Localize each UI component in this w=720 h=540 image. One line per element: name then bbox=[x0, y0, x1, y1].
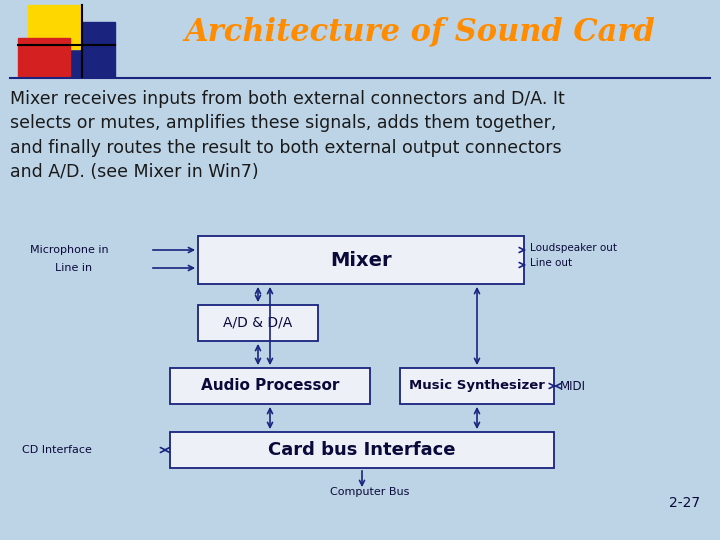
Text: Computer Bus: Computer Bus bbox=[330, 487, 410, 497]
Text: Music Synthesizer: Music Synthesizer bbox=[409, 380, 545, 393]
Text: Line out: Line out bbox=[530, 258, 572, 268]
Text: CD Interface: CD Interface bbox=[22, 445, 92, 455]
Bar bbox=[170, 432, 554, 468]
Bar bbox=[400, 368, 554, 404]
Text: Audio Processor: Audio Processor bbox=[201, 379, 339, 394]
Text: Microphone in: Microphone in bbox=[30, 245, 109, 255]
Text: 2-27: 2-27 bbox=[669, 496, 700, 510]
Text: Mixer: Mixer bbox=[330, 251, 392, 269]
Text: Loudspeaker out: Loudspeaker out bbox=[530, 243, 617, 253]
Text: Architecture of Sound Card: Architecture of Sound Card bbox=[184, 17, 655, 48]
Text: Line in: Line in bbox=[55, 263, 92, 273]
Bar bbox=[28, 5, 80, 49]
Text: A/D & D/A: A/D & D/A bbox=[223, 316, 292, 330]
Text: Mixer receives inputs from both external connectors and D/A. It
selects or mutes: Mixer receives inputs from both external… bbox=[10, 90, 564, 181]
Bar bbox=[198, 305, 318, 341]
Bar bbox=[18, 38, 70, 76]
Bar bbox=[170, 368, 370, 404]
Text: Card bus Interface: Card bus Interface bbox=[269, 441, 456, 459]
Text: MIDI: MIDI bbox=[560, 380, 586, 393]
Bar bbox=[55, 22, 115, 77]
Bar bbox=[198, 236, 524, 284]
